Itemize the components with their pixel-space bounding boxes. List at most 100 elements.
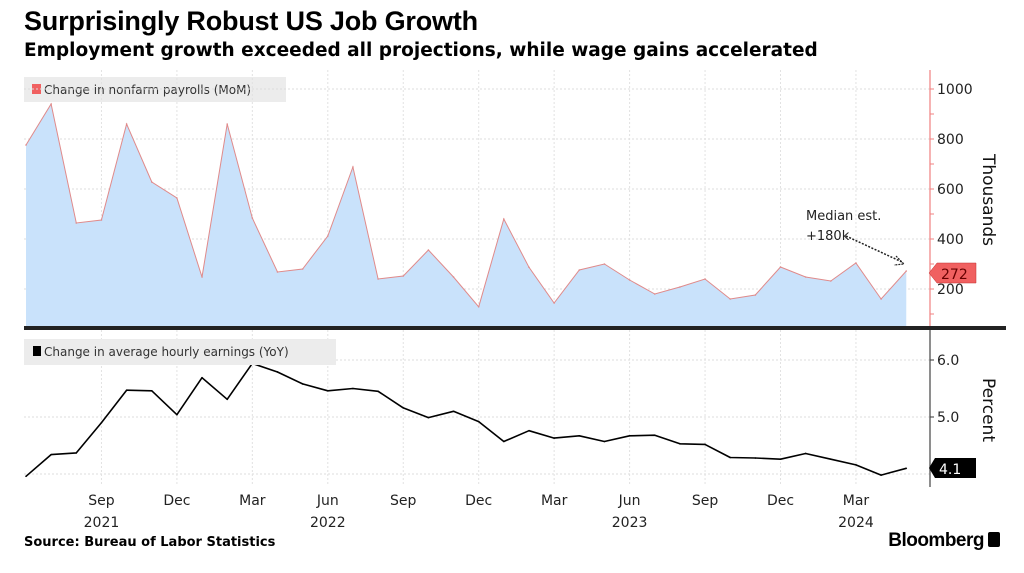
x-tick-label-month: Mar <box>239 493 266 509</box>
payrolls-point <box>427 249 430 251</box>
y-tick-label-top: 1000 <box>937 82 973 98</box>
y-tick-label-top: 800 <box>937 132 964 148</box>
earnings-point <box>176 413 178 416</box>
payrolls-point <box>603 263 606 265</box>
payrolls-point <box>226 123 228 125</box>
payrolls-point <box>754 294 757 296</box>
payrolls-point <box>301 268 304 270</box>
payrolls-point <box>452 276 455 278</box>
payrolls-point <box>779 266 782 268</box>
earnings-point <box>100 421 103 424</box>
earnings-point <box>477 420 480 423</box>
x-tick-label-month: Dec <box>163 493 190 509</box>
legend-label-earnings: Change in average hourly earnings (YoY) <box>44 345 289 359</box>
earnings-point <box>603 440 606 443</box>
earnings-point <box>754 457 757 459</box>
x-tick-label-month: Dec <box>465 493 492 509</box>
earnings-point <box>578 435 581 437</box>
last-value-badge-payrolls <box>928 262 977 284</box>
y-tick-label-bottom: 5.0 <box>937 410 959 426</box>
x-tick-label-month: Sep <box>692 493 719 509</box>
x-tick-label-month: Mar <box>843 493 870 509</box>
payrolls-point <box>176 197 178 199</box>
payrolls-point <box>905 270 908 272</box>
earnings-point <box>150 389 153 392</box>
y-axis-title-top: Thousands <box>978 153 998 246</box>
x-tick-label-year: 2022 <box>310 515 346 531</box>
earnings-point <box>830 458 832 460</box>
payrolls-point <box>377 278 379 280</box>
earnings-point <box>628 435 631 437</box>
payrolls-point <box>327 235 329 237</box>
earnings-point <box>528 429 530 432</box>
x-tick-label-month: Sep <box>390 493 417 509</box>
earnings-point <box>301 383 304 385</box>
x-tick-label-year: 2023 <box>612 515 648 531</box>
bloomberg-icon <box>988 532 1000 547</box>
earnings-point <box>427 416 430 419</box>
payrolls-point <box>679 286 681 288</box>
x-tick-label-month: Mar <box>541 493 568 509</box>
legend-box-earnings <box>24 339 336 365</box>
payrolls-point <box>352 166 354 168</box>
brand-logo: Bloomberg <box>888 530 1000 552</box>
payrolls-point <box>628 279 631 281</box>
earnings-point <box>226 398 228 401</box>
y-tick-label-top: 600 <box>937 182 964 198</box>
payrolls-point <box>276 271 279 273</box>
panel-divider <box>24 326 1006 330</box>
earnings-point <box>327 389 329 392</box>
x-tick-label-month: Sep <box>88 493 115 509</box>
payrolls-point <box>150 181 153 183</box>
payrolls-area <box>26 104 907 326</box>
payrolls-point <box>830 280 832 282</box>
earnings-point <box>201 376 203 379</box>
x-tick-label-month: Dec <box>767 493 794 509</box>
earnings-point <box>125 389 128 392</box>
y-axis-title-bottom: Percent <box>978 378 998 442</box>
earnings-point <box>855 464 857 466</box>
payrolls-point <box>880 298 882 300</box>
x-tick-label-year: 2024 <box>838 515 874 531</box>
payrolls-point <box>729 298 731 300</box>
payrolls-point <box>528 266 530 269</box>
earnings-point <box>452 410 455 413</box>
payrolls-point <box>50 103 52 105</box>
earnings-point <box>75 452 78 454</box>
y-tick-label-top: 200 <box>937 282 964 298</box>
payrolls-line <box>25 102 907 308</box>
earnings-point <box>553 437 555 439</box>
earnings-point <box>704 443 706 446</box>
legend-swatch-earnings <box>33 346 41 356</box>
payrolls-point <box>855 262 857 264</box>
annotation-line1: Median est. <box>806 209 881 224</box>
chart-title: Surprisingly Robust US Job Growth <box>24 6 478 36</box>
payrolls-point <box>201 276 203 278</box>
payrolls-point <box>402 275 405 277</box>
earnings-point <box>352 387 354 390</box>
payrolls-point <box>653 293 656 295</box>
earnings-point <box>276 371 279 373</box>
earnings-line <box>25 362 907 477</box>
source-note: Source: Bureau of Labor Statistics <box>24 535 276 550</box>
earnings-point <box>679 442 681 445</box>
payrolls-point <box>251 217 254 219</box>
payrolls-point <box>704 278 706 280</box>
earnings-point <box>653 434 656 437</box>
payrolls-point <box>578 269 581 271</box>
earnings-point <box>377 390 379 393</box>
earnings-point <box>880 474 882 476</box>
payrolls-point <box>100 219 103 221</box>
earnings-point <box>402 407 405 409</box>
payrolls-point <box>503 218 505 220</box>
x-tick-label-month: Jun <box>316 493 339 509</box>
y-tick-label-bottom: 6.0 <box>937 353 959 369</box>
brand-name: Bloomberg <box>888 530 984 551</box>
x-tick-label-year: 2021 <box>84 515 120 531</box>
payrolls-point <box>75 222 78 224</box>
earnings-point <box>50 453 52 456</box>
last-value-label-payrolls: 272 <box>941 267 968 283</box>
earnings-point <box>729 456 731 459</box>
earnings-point <box>503 440 505 443</box>
